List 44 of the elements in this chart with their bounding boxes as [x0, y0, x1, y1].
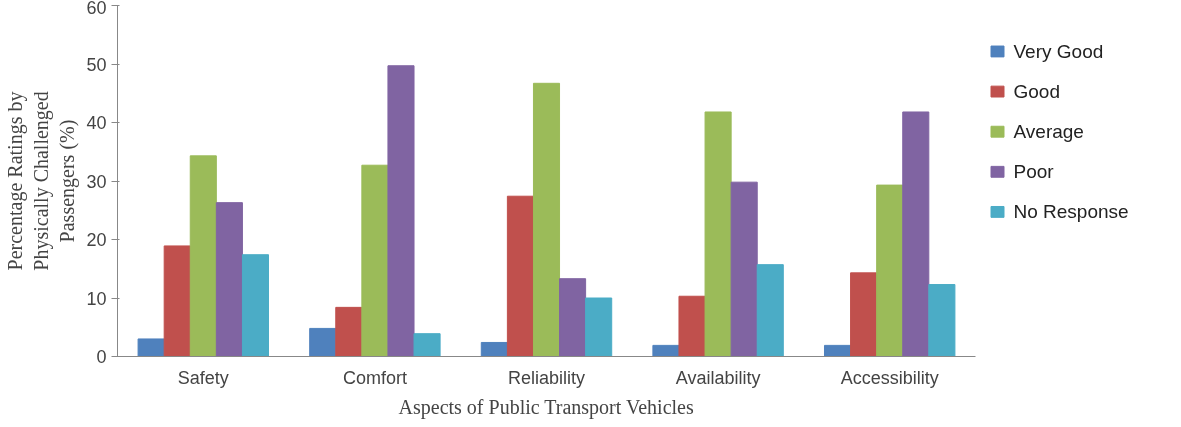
legend-label: No Response: [1013, 201, 1129, 223]
bar: [387, 65, 415, 357]
bar: [480, 341, 508, 357]
legend-label: Good: [1013, 81, 1060, 103]
bar: [413, 333, 441, 357]
y-tick-label: 50: [86, 54, 107, 75]
y-axis-title: Percentage Ratings by Physically Challenged Passengers (%): [3, 91, 80, 271]
y-tick-label: 20: [86, 230, 107, 250]
y-tick-label: 10: [86, 288, 107, 309]
bar: [823, 344, 852, 357]
bar: [309, 327, 337, 357]
legend-label: Very Good: [1013, 40, 1104, 62]
x-tick-label: Comfort: [342, 367, 407, 388]
bar: [876, 184, 904, 357]
y-tick-label: 0: [96, 347, 107, 367]
bar: [902, 111, 930, 357]
y-tick-label: 60: [86, 0, 107, 18]
bar: [678, 295, 706, 357]
bar: [241, 254, 270, 357]
bar: [756, 264, 784, 357]
bar: [704, 111, 732, 357]
x-axis-title: Aspects of Public Transport Vehicles: [398, 395, 694, 419]
legend-label: Poor: [1013, 161, 1055, 183]
x-tick-label: Reliability: [507, 367, 586, 388]
bar: [335, 306, 363, 357]
y-tick-label: 40: [86, 113, 107, 133]
bar: [532, 82, 561, 357]
bar: [189, 155, 217, 357]
bar: [559, 278, 587, 357]
bar: [730, 181, 758, 357]
y-tick-label: 30: [86, 171, 107, 192]
bar: [506, 195, 534, 357]
bar: [137, 338, 165, 357]
x-tick-label: Safety: [177, 367, 229, 388]
bar: [652, 344, 680, 357]
x-tick-label: Accessibility: [840, 367, 939, 388]
legend-label: Average: [1013, 121, 1084, 143]
bar: [163, 245, 191, 357]
bar: [850, 272, 878, 357]
bar: [928, 284, 956, 357]
x-tick-label: Availability: [675, 367, 761, 388]
bar: [361, 164, 389, 357]
bar: [215, 202, 243, 357]
bar: [585, 297, 613, 357]
